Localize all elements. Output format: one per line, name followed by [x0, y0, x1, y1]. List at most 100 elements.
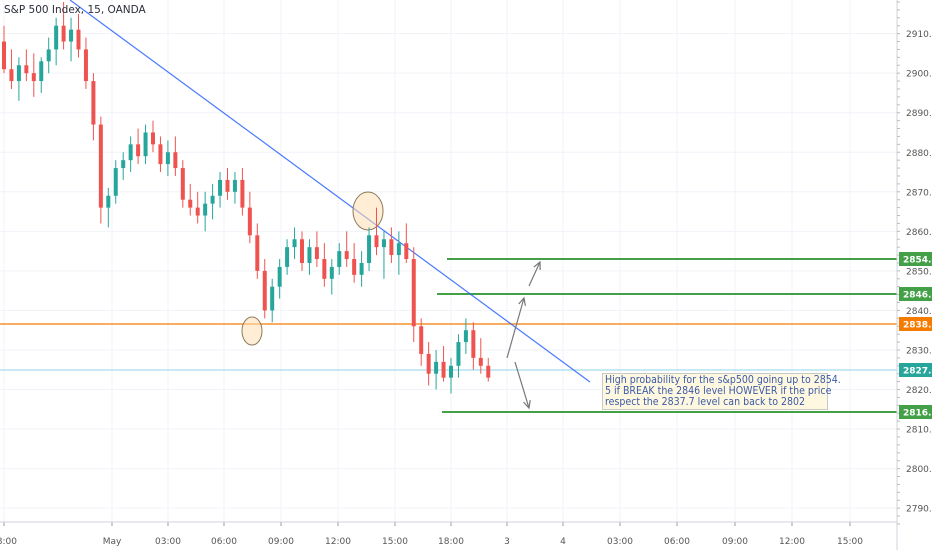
x-tick-label: 06:00 [664, 537, 690, 547]
candle-body [486, 365, 491, 378]
candle-body [359, 262, 364, 275]
candle-body [195, 207, 200, 216]
candle-body [2, 41, 6, 70]
y-tick-label: 2840.0 [906, 307, 932, 317]
x-tick-label: 15:00 [837, 537, 863, 547]
x-tick-label: 4 [560, 537, 566, 547]
candle-body [225, 179, 230, 192]
price-level-label-bg [899, 252, 932, 266]
y-tick-label: 2870.0 [906, 188, 932, 198]
candle-body [426, 353, 431, 374]
x-tick-label: 12:00 [325, 537, 351, 547]
candle-body [106, 195, 111, 208]
candle-body [151, 132, 155, 145]
candle-body [441, 361, 446, 378]
candle-body [16, 65, 21, 82]
x-tick-label: 15:00 [382, 537, 408, 547]
x-tick-label: 18:00 [0, 537, 17, 547]
y-tick-label: 2800.0 [906, 465, 932, 475]
x-tick-label: 03:00 [155, 537, 181, 547]
price-level-label: 2846.0 [903, 291, 932, 301]
candle-body [113, 168, 118, 196]
gridlines [0, 0, 897, 522]
candle-body [69, 29, 74, 42]
candle-body [83, 49, 88, 82]
y-tick-label: 2810.0 [906, 426, 932, 436]
candle-body [307, 247, 312, 263]
candle-body [381, 239, 386, 248]
candle-body [247, 207, 252, 236]
y-tick-label: 2910.0 [906, 30, 932, 40]
candle-body [396, 243, 401, 256]
candles [2, 1, 491, 394]
candle-body [98, 124, 103, 208]
candle-body [9, 69, 14, 82]
candle-body [277, 266, 282, 287]
candle-body [31, 73, 36, 82]
candle-body [128, 144, 133, 161]
candle-body [91, 81, 96, 125]
price-level-label: 2838.3 [903, 321, 932, 331]
candle-body [180, 168, 185, 200]
candle-body [24, 65, 29, 74]
candle-body [285, 247, 290, 267]
candle-body [121, 160, 126, 169]
y-tick-label: 2860.0 [906, 228, 932, 238]
candle-body [240, 179, 245, 208]
annotation-line-1: High probability for the s&p500 going up… [605, 374, 841, 386]
candle-body [352, 259, 357, 275]
x-tick-label: 18:00 [438, 537, 464, 547]
candle-body [329, 266, 334, 279]
price-level-label: 2816.5 [903, 409, 932, 419]
candle-body [322, 259, 327, 279]
annotation-text-box[interactable]: High probability for the s&p500 going up… [602, 373, 841, 410]
candle-body [255, 235, 260, 271]
highlight-ellipse [352, 191, 384, 231]
candle-body [165, 152, 170, 165]
candle-body [61, 25, 66, 42]
candle-body [367, 235, 372, 263]
arrow-head [533, 260, 541, 271]
projection-arrow [506, 297, 525, 359]
candle-body [158, 144, 163, 165]
y-tick-label: 2820.0 [906, 386, 932, 396]
price-level-label: 2854.4 [903, 256, 932, 266]
candle-body [270, 286, 275, 311]
candle-body [143, 132, 148, 157]
arrow-head [523, 400, 531, 410]
candle-body [411, 259, 416, 327]
candle-body [374, 235, 379, 248]
x-tick-label: 09:00 [268, 537, 294, 547]
price-level-label: 2827.0 [903, 367, 932, 377]
candle-body [300, 239, 304, 263]
candle-body [449, 365, 453, 378]
candle-body [39, 61, 44, 82]
drawings-layer [0, 0, 897, 413]
x-tick-label: 03:00 [607, 537, 633, 547]
x-tick-label: May [103, 537, 122, 547]
candle-body [463, 330, 468, 343]
candle-body [136, 144, 141, 157]
candle-body [54, 25, 59, 50]
x-tick-label: 09:00 [722, 537, 748, 547]
candle-body [292, 239, 297, 248]
y-tick-label: 2900.0 [906, 70, 932, 80]
projection-arrow [528, 261, 541, 287]
candle-body [188, 199, 193, 208]
candle-body [478, 357, 483, 366]
x-tick-label: 3 [504, 537, 510, 547]
candle-body [314, 247, 319, 260]
candle-body [471, 330, 476, 358]
candle-body [389, 239, 394, 256]
y-tick-label: 2880.0 [906, 149, 932, 159]
candle-body [46, 49, 51, 62]
y-tick-label: 2890.0 [906, 109, 932, 119]
candle-body [218, 179, 223, 196]
candle-body [210, 195, 215, 204]
trend-line [69, 0, 591, 383]
highlight-ellipse [241, 316, 263, 346]
candle-body [76, 29, 81, 50]
